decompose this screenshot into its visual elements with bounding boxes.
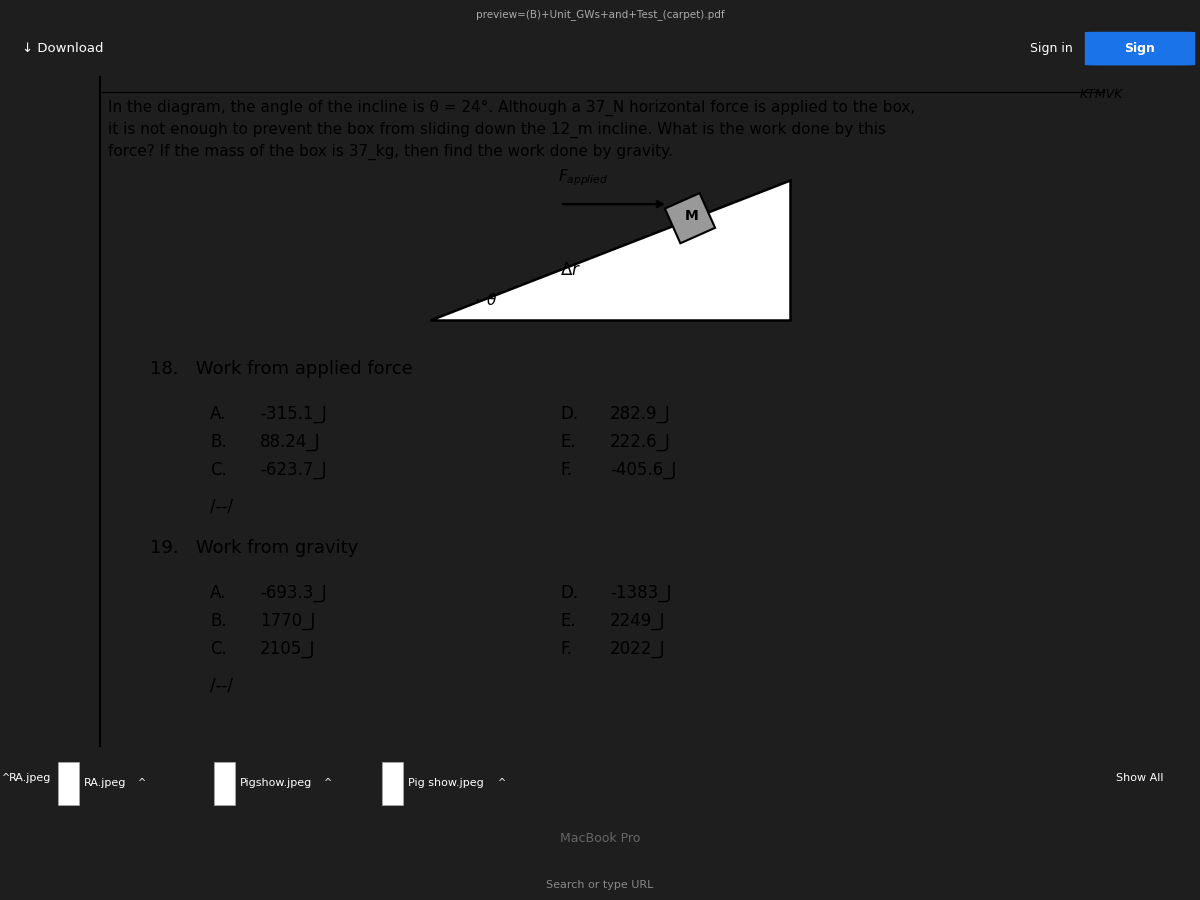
Text: RA.jpeg: RA.jpeg	[8, 773, 50, 783]
Polygon shape	[430, 180, 790, 320]
Text: -623.7_J: -623.7_J	[260, 461, 326, 479]
FancyBboxPatch shape	[58, 762, 79, 806]
Text: M: M	[685, 209, 698, 223]
Text: Search or type URL: Search or type URL	[546, 879, 654, 889]
Text: ↓ Download: ↓ Download	[22, 42, 103, 55]
Text: 19.   Work from gravity: 19. Work from gravity	[150, 539, 359, 557]
Text: ^: ^	[2, 773, 11, 783]
Text: $\theta$: $\theta$	[486, 292, 498, 308]
Text: -315.1_J: -315.1_J	[260, 405, 326, 423]
Text: E.: E.	[560, 433, 576, 451]
Text: F.: F.	[560, 461, 572, 479]
Text: In the diagram, the angle of the incline is θ = 24°. Although a 37_N horizontal : In the diagram, the angle of the incline…	[108, 100, 916, 116]
Text: Pig show.jpeg: Pig show.jpeg	[408, 778, 484, 788]
Text: ^: ^	[324, 778, 332, 788]
Text: -1383_J: -1383_J	[610, 584, 672, 602]
Text: 2249_J: 2249_J	[610, 612, 666, 630]
Text: ^: ^	[138, 778, 146, 788]
Text: Show All: Show All	[1116, 773, 1164, 783]
Text: force? If the mass of the box is 37_kg, then find the work done by gravity.: force? If the mass of the box is 37_kg, …	[108, 144, 673, 160]
Text: RA.jpeg: RA.jpeg	[84, 778, 126, 788]
Text: -693.3_J: -693.3_J	[260, 584, 326, 602]
Text: B.: B.	[210, 433, 227, 451]
Text: Sign in: Sign in	[1030, 42, 1073, 55]
Text: $\Delta r$: $\Delta r$	[560, 261, 581, 279]
Text: Sign: Sign	[1124, 42, 1156, 55]
Polygon shape	[665, 194, 715, 243]
Text: ^: ^	[498, 778, 506, 788]
Text: D.: D.	[560, 405, 578, 423]
Text: 2105_J: 2105_J	[260, 640, 316, 658]
Text: $F_{applied}$: $F_{applied}$	[558, 167, 608, 188]
Text: C.: C.	[210, 461, 227, 479]
Text: 1770_J: 1770_J	[260, 612, 316, 630]
Text: F.: F.	[560, 640, 572, 658]
Text: Pigshow.jpeg: Pigshow.jpeg	[240, 778, 312, 788]
Text: E.: E.	[560, 612, 576, 630]
Text: it is not enough to prevent the box from sliding down the 12_m incline. What is : it is not enough to prevent the box from…	[108, 122, 886, 139]
Text: C.: C.	[210, 640, 227, 658]
Text: A.: A.	[210, 405, 227, 423]
FancyBboxPatch shape	[214, 762, 235, 806]
Text: B.: B.	[210, 612, 227, 630]
Text: 222.6_J: 222.6_J	[610, 433, 671, 451]
Text: 18.   Work from applied force: 18. Work from applied force	[150, 360, 413, 378]
FancyBboxPatch shape	[1085, 32, 1195, 66]
Text: /--/: /--/	[210, 497, 233, 515]
Text: /--/: /--/	[210, 676, 233, 694]
Text: 282.9_J: 282.9_J	[610, 405, 671, 423]
Text: 88.24_J: 88.24_J	[260, 433, 320, 451]
Text: 2022_J: 2022_J	[610, 640, 666, 658]
Text: D.: D.	[560, 584, 578, 602]
FancyBboxPatch shape	[382, 762, 403, 806]
Text: -405.6_J: -405.6_J	[610, 461, 677, 479]
Text: KTMVK: KTMVK	[1080, 88, 1123, 101]
Text: preview=(B)+Unit_GWs+and+Test_(carpet).pdf: preview=(B)+Unit_GWs+and+Test_(carpet).p…	[475, 9, 725, 21]
Text: MacBook Pro: MacBook Pro	[560, 832, 640, 845]
Text: A.: A.	[210, 584, 227, 602]
